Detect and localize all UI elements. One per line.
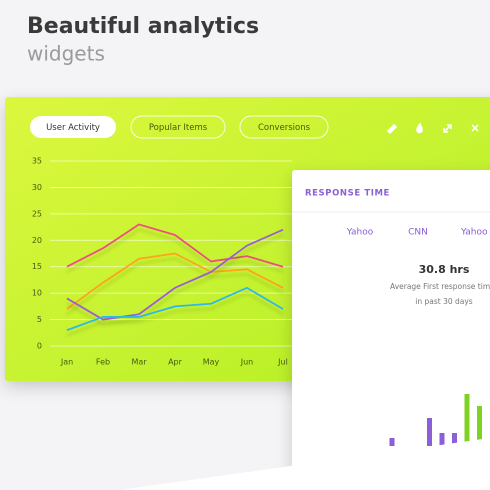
close-icon[interactable]	[471, 124, 479, 132]
tab[interactable]	[130, 115, 226, 139]
y-tick-label: 10	[32, 289, 42, 298]
tab-label[interactable]: User Activity	[46, 123, 100, 133]
x-tick-label: Jun	[240, 358, 254, 367]
tab-bar: User Activity Popular Items Conversions	[30, 115, 329, 139]
response-card-bg	[292, 170, 490, 490]
y-tick-label: 25	[32, 209, 42, 218]
x-tick-label: Mar	[131, 358, 147, 367]
y-tick-label: 35	[32, 157, 42, 166]
x-tick-label: May	[203, 358, 220, 367]
tab[interactable]	[30, 116, 116, 138]
source-tab[interactable]: Yahoo	[346, 228, 374, 238]
decor-shape	[120, 438, 490, 490]
data-line	[66, 223, 284, 268]
source-tab[interactable]: Yahoo	[460, 228, 488, 238]
y-tick-label: 30	[32, 183, 42, 192]
line-chart: 0 5 10 15 20 25 30 35 Jan Feb Mar Apr May Jun Jul	[32, 157, 292, 367]
y-tick-label: 0	[37, 342, 42, 351]
page-title: Beautiful analytics	[27, 14, 259, 39]
x-tick-label: Feb	[96, 358, 110, 367]
tab-label[interactable]: Conversions	[258, 123, 311, 133]
tab[interactable]	[239, 115, 329, 139]
x-tick-label: Apr	[168, 358, 183, 367]
toolbar-icons	[386, 122, 479, 135]
tab-label[interactable]: Popular Items	[149, 123, 208, 133]
metric-caption: in past 30 days	[415, 297, 473, 306]
data-line	[66, 286, 284, 331]
y-tick-label: 15	[32, 262, 42, 271]
bar	[439, 433, 445, 446]
bar	[427, 418, 432, 446]
data-line	[66, 252, 284, 310]
source-tab[interactable]: CNN	[408, 228, 428, 238]
edit-icon[interactable]	[386, 123, 398, 135]
metric-caption: Average First response time	[390, 282, 490, 291]
x-tick-label: Jul	[277, 358, 288, 367]
x-tick-label: Jan	[60, 358, 73, 367]
y-tick-label: 5	[37, 315, 42, 324]
metric-value: 30.8 hrs	[419, 263, 470, 276]
bar	[477, 406, 482, 446]
bar	[389, 438, 395, 446]
bar	[464, 394, 470, 446]
bar-chart	[389, 394, 482, 446]
bar	[452, 433, 457, 446]
card-title: RESPONSE TIME	[305, 189, 390, 199]
y-tick-label: 20	[32, 236, 42, 245]
data-line	[66, 228, 284, 321]
page-subtitle: widgets	[27, 42, 105, 66]
response-card: RESPONSE TIME Yahoo CNN Yahoo 30.8 hrs A…	[292, 170, 490, 490]
expand-icon[interactable]	[443, 124, 452, 133]
color-icon[interactable]	[416, 122, 423, 134]
